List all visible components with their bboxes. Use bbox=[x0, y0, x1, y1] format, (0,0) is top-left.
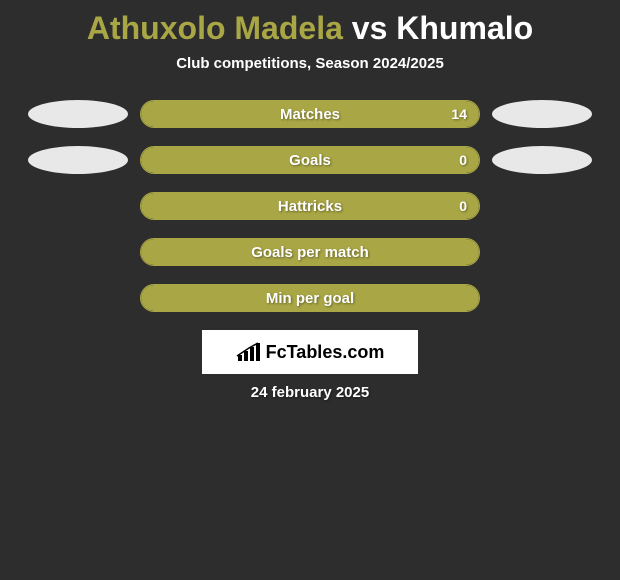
stat-bar-label: Matches bbox=[280, 106, 340, 123]
stat-bar-value: 0 bbox=[459, 152, 467, 168]
stat-bar-value: 0 bbox=[459, 198, 467, 214]
left-ellipse bbox=[28, 146, 128, 174]
title-player1: Athuxolo Madela bbox=[87, 10, 343, 46]
right-ellipse bbox=[492, 146, 592, 174]
stat-row: Min per goal bbox=[0, 284, 620, 312]
title-player2: Khumalo bbox=[396, 10, 533, 46]
stat-bar: Goals per match bbox=[140, 238, 480, 266]
stat-row: Goals per match bbox=[0, 238, 620, 266]
stat-bar-label: Hattricks bbox=[278, 198, 342, 215]
stat-bar-label: Goals bbox=[289, 152, 331, 169]
logo-box: FcTables.com bbox=[202, 330, 418, 374]
stat-bar: Hattricks 0 bbox=[140, 192, 480, 220]
left-ellipse bbox=[28, 100, 128, 128]
right-ellipse bbox=[492, 100, 592, 128]
logo-text: FcTables.com bbox=[266, 342, 385, 363]
stat-bar-value: 14 bbox=[451, 106, 467, 122]
date-text: 24 february 2025 bbox=[0, 384, 620, 401]
stat-row: Matches 14 bbox=[0, 100, 620, 128]
stat-row: Goals 0 bbox=[0, 146, 620, 174]
stat-bar-label: Goals per match bbox=[251, 244, 369, 261]
stats-rows: Matches 14 Goals 0 Hattricks 0 Goals per match… bbox=[0, 100, 620, 312]
stat-bar: Goals 0 bbox=[140, 146, 480, 174]
subtitle: Club competitions, Season 2024/2025 bbox=[0, 55, 620, 100]
stat-bar: Matches 14 bbox=[140, 100, 480, 128]
stat-row: Hattricks 0 bbox=[0, 192, 620, 220]
stat-bar: Min per goal bbox=[140, 284, 480, 312]
bar-chart-icon bbox=[236, 341, 262, 363]
stat-bar-label: Min per goal bbox=[266, 290, 354, 307]
page-title: Athuxolo Madela vs Khumalo bbox=[0, 0, 620, 55]
title-vs: vs bbox=[352, 10, 388, 46]
